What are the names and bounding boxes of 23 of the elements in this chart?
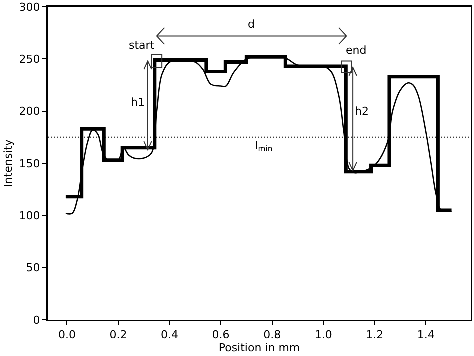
annotation: h2 — [355, 105, 369, 118]
x-tick-label: 1.0 — [314, 328, 332, 342]
y-tick-label: 0 — [33, 314, 40, 327]
ref-line-label: I$_{min}$ — [255, 139, 273, 154]
x-tick-label: 0.8 — [264, 328, 282, 342]
annotation: end — [346, 44, 367, 57]
x-axis-title: Position in mm — [218, 342, 300, 355]
x-tick-label: 0.6 — [212, 328, 230, 342]
annotation: h1 — [131, 96, 145, 109]
x-tick-label: 0.2 — [110, 328, 128, 342]
x-tick-label: 0.0 — [58, 328, 76, 342]
x-tick-label: 1.4 — [417, 328, 435, 342]
annotation: start — [129, 39, 156, 52]
y-tick-label: 50 — [26, 262, 40, 275]
y-tick-label: 250 — [19, 53, 40, 66]
y-tick-label: 300 — [19, 0, 40, 14]
y-tick-label: 200 — [19, 105, 40, 118]
y-tick-label: 100 — [19, 210, 40, 223]
y-tick-label: 150 — [19, 157, 40, 170]
y-axis-title: Intensity — [2, 139, 16, 188]
x-tick-label: 0.4 — [161, 328, 179, 342]
x-tick-label: 1.2 — [366, 328, 384, 342]
annotation: d — [248, 18, 255, 31]
